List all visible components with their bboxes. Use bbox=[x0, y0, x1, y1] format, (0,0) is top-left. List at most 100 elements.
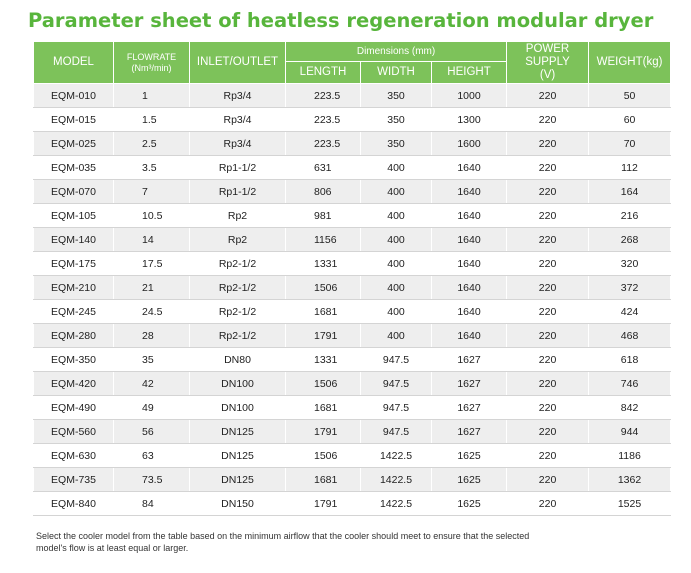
cell-flowrate: 35 bbox=[113, 347, 190, 372]
cell-length: 1681 bbox=[285, 395, 361, 420]
header-width: WIDTH bbox=[360, 61, 432, 84]
table-row: EQM-350 35 DN80 1331 947.5 1627 220 618 bbox=[33, 347, 672, 372]
cell-inlet-outlet: Rp3/4 bbox=[189, 83, 286, 108]
cell-model: EQM-735 bbox=[33, 467, 114, 492]
cell-inlet-outlet: DN80 bbox=[189, 347, 286, 372]
cell-length: 1791 bbox=[285, 491, 361, 516]
cell-power-supply: 220 bbox=[506, 467, 590, 492]
header-flowrate: FLOWRATE (Nm³/min) bbox=[113, 41, 190, 84]
cell-height: 1627 bbox=[430, 419, 508, 444]
cell-model: EQM-175 bbox=[33, 251, 114, 276]
cell-inlet-outlet: Rp2-1/2 bbox=[189, 323, 286, 348]
parameter-table: MODEL FLOWRATE (Nm³/min) INLET/OUTLET Di… bbox=[33, 41, 672, 516]
cell-weight: 164 bbox=[588, 179, 672, 204]
cell-power-supply: 220 bbox=[506, 251, 590, 276]
header-inlet-outlet: INLET/OUTLET bbox=[189, 41, 286, 84]
cell-inlet-outlet: Rp2-1/2 bbox=[189, 251, 286, 276]
cell-power-supply: 220 bbox=[506, 443, 590, 468]
cell-inlet-outlet: Rp1-1/2 bbox=[189, 155, 286, 180]
cell-model: EQM-490 bbox=[33, 395, 114, 420]
cell-model: EQM-350 bbox=[33, 347, 114, 372]
cell-flowrate: 49 bbox=[113, 395, 190, 420]
cell-length: 1156 bbox=[285, 227, 361, 252]
cell-inlet-outlet: DN100 bbox=[189, 371, 286, 396]
cell-length: 806 bbox=[285, 179, 361, 204]
cell-inlet-outlet: DN125 bbox=[189, 467, 286, 492]
cell-flowrate: 3.5 bbox=[113, 155, 190, 180]
table-row: EQM-420 42 DN100 1506 947.5 1627 220 746 bbox=[33, 371, 672, 396]
cell-power-supply: 220 bbox=[506, 419, 590, 444]
cell-width: 400 bbox=[360, 179, 432, 204]
table-row: EQM-630 63 DN125 1506 1422.5 1625 220 1186 bbox=[33, 443, 672, 468]
cell-flowrate: 56 bbox=[113, 419, 190, 444]
cell-inlet-outlet: Rp3/4 bbox=[189, 131, 286, 156]
cell-flowrate: 84 bbox=[113, 491, 190, 516]
cell-power-supply: 220 bbox=[506, 395, 590, 420]
cell-model: EQM-140 bbox=[33, 227, 114, 252]
cell-height: 1627 bbox=[430, 371, 508, 396]
page-title: Parameter sheet of heatless regeneration… bbox=[28, 9, 654, 32]
cell-flowrate: 28 bbox=[113, 323, 190, 348]
cell-weight: 1362 bbox=[588, 467, 672, 492]
table-row: EQM-175 17.5 Rp2-1/2 1331 400 1640 220 320 bbox=[33, 251, 672, 276]
cell-flowrate: 17.5 bbox=[113, 251, 190, 276]
cell-weight: 842 bbox=[588, 395, 672, 420]
table-row: EQM-280 28 Rp2-1/2 1791 400 1640 220 468 bbox=[33, 323, 672, 348]
cell-flowrate: 21 bbox=[113, 275, 190, 300]
cell-length: 1506 bbox=[285, 443, 361, 468]
cell-length: 1331 bbox=[285, 347, 361, 372]
cell-inlet-outlet: Rp2-1/2 bbox=[189, 299, 286, 324]
cell-weight: 372 bbox=[588, 275, 672, 300]
cell-power-supply: 220 bbox=[506, 203, 590, 228]
cell-model: EQM-560 bbox=[33, 419, 114, 444]
cell-width: 1422.5 bbox=[360, 491, 432, 516]
table-row: EQM-035 3.5 Rp1-1/2 631 400 1640 220 112 bbox=[33, 155, 672, 180]
cell-height: 1625 bbox=[430, 443, 508, 468]
cell-height: 1625 bbox=[430, 467, 508, 492]
cell-model: EQM-035 bbox=[33, 155, 114, 180]
cell-inlet-outlet: DN125 bbox=[189, 419, 286, 444]
cell-weight: 1186 bbox=[588, 443, 672, 468]
cell-weight: 50 bbox=[588, 83, 672, 108]
cell-flowrate: 63 bbox=[113, 443, 190, 468]
cell-width: 947.5 bbox=[360, 419, 432, 444]
cell-model: EQM-025 bbox=[33, 131, 114, 156]
cell-model: EQM-070 bbox=[33, 179, 114, 204]
cell-length: 631 bbox=[285, 155, 361, 180]
cell-flowrate: 2.5 bbox=[113, 131, 190, 156]
cell-power-supply: 220 bbox=[506, 227, 590, 252]
cell-width: 400 bbox=[360, 203, 432, 228]
cell-power-supply: 220 bbox=[506, 347, 590, 372]
cell-length: 1791 bbox=[285, 419, 361, 444]
cell-weight: 468 bbox=[588, 323, 672, 348]
header-flowrate-label: FLOWRATE bbox=[126, 52, 177, 63]
cell-model: EQM-015 bbox=[33, 107, 114, 132]
cell-flowrate: 1.5 bbox=[113, 107, 190, 132]
cell-power-supply: 220 bbox=[506, 155, 590, 180]
cell-width: 400 bbox=[360, 155, 432, 180]
cell-model: EQM-010 bbox=[33, 83, 114, 108]
header-power-supply: POWER SUPPLY (V) bbox=[506, 41, 590, 84]
cell-length: 1506 bbox=[285, 275, 361, 300]
cell-weight: 320 bbox=[588, 251, 672, 276]
cell-height: 1640 bbox=[430, 155, 508, 180]
cell-power-supply: 220 bbox=[506, 371, 590, 396]
cell-length: 223.5 bbox=[285, 83, 361, 108]
table-row: EQM-245 24.5 Rp2-1/2 1681 400 1640 220 424 bbox=[33, 299, 672, 324]
cell-power-supply: 220 bbox=[506, 83, 590, 108]
cell-width: 400 bbox=[360, 227, 432, 252]
cell-height: 1600 bbox=[430, 131, 508, 156]
cell-flowrate: 24.5 bbox=[113, 299, 190, 324]
cell-weight: 70 bbox=[588, 131, 672, 156]
cell-power-supply: 220 bbox=[506, 131, 590, 156]
cell-inlet-outlet: Rp1-1/2 bbox=[189, 179, 286, 204]
cell-length: 1681 bbox=[285, 299, 361, 324]
cell-inlet-outlet: Rp2 bbox=[189, 227, 286, 252]
header-power-unit: (V) bbox=[539, 69, 556, 82]
cell-width: 400 bbox=[360, 299, 432, 324]
cell-length: 223.5 bbox=[285, 107, 361, 132]
cell-flowrate: 1 bbox=[113, 83, 190, 108]
cell-height: 1640 bbox=[430, 299, 508, 324]
cell-length: 981 bbox=[285, 203, 361, 228]
cell-model: EQM-210 bbox=[33, 275, 114, 300]
